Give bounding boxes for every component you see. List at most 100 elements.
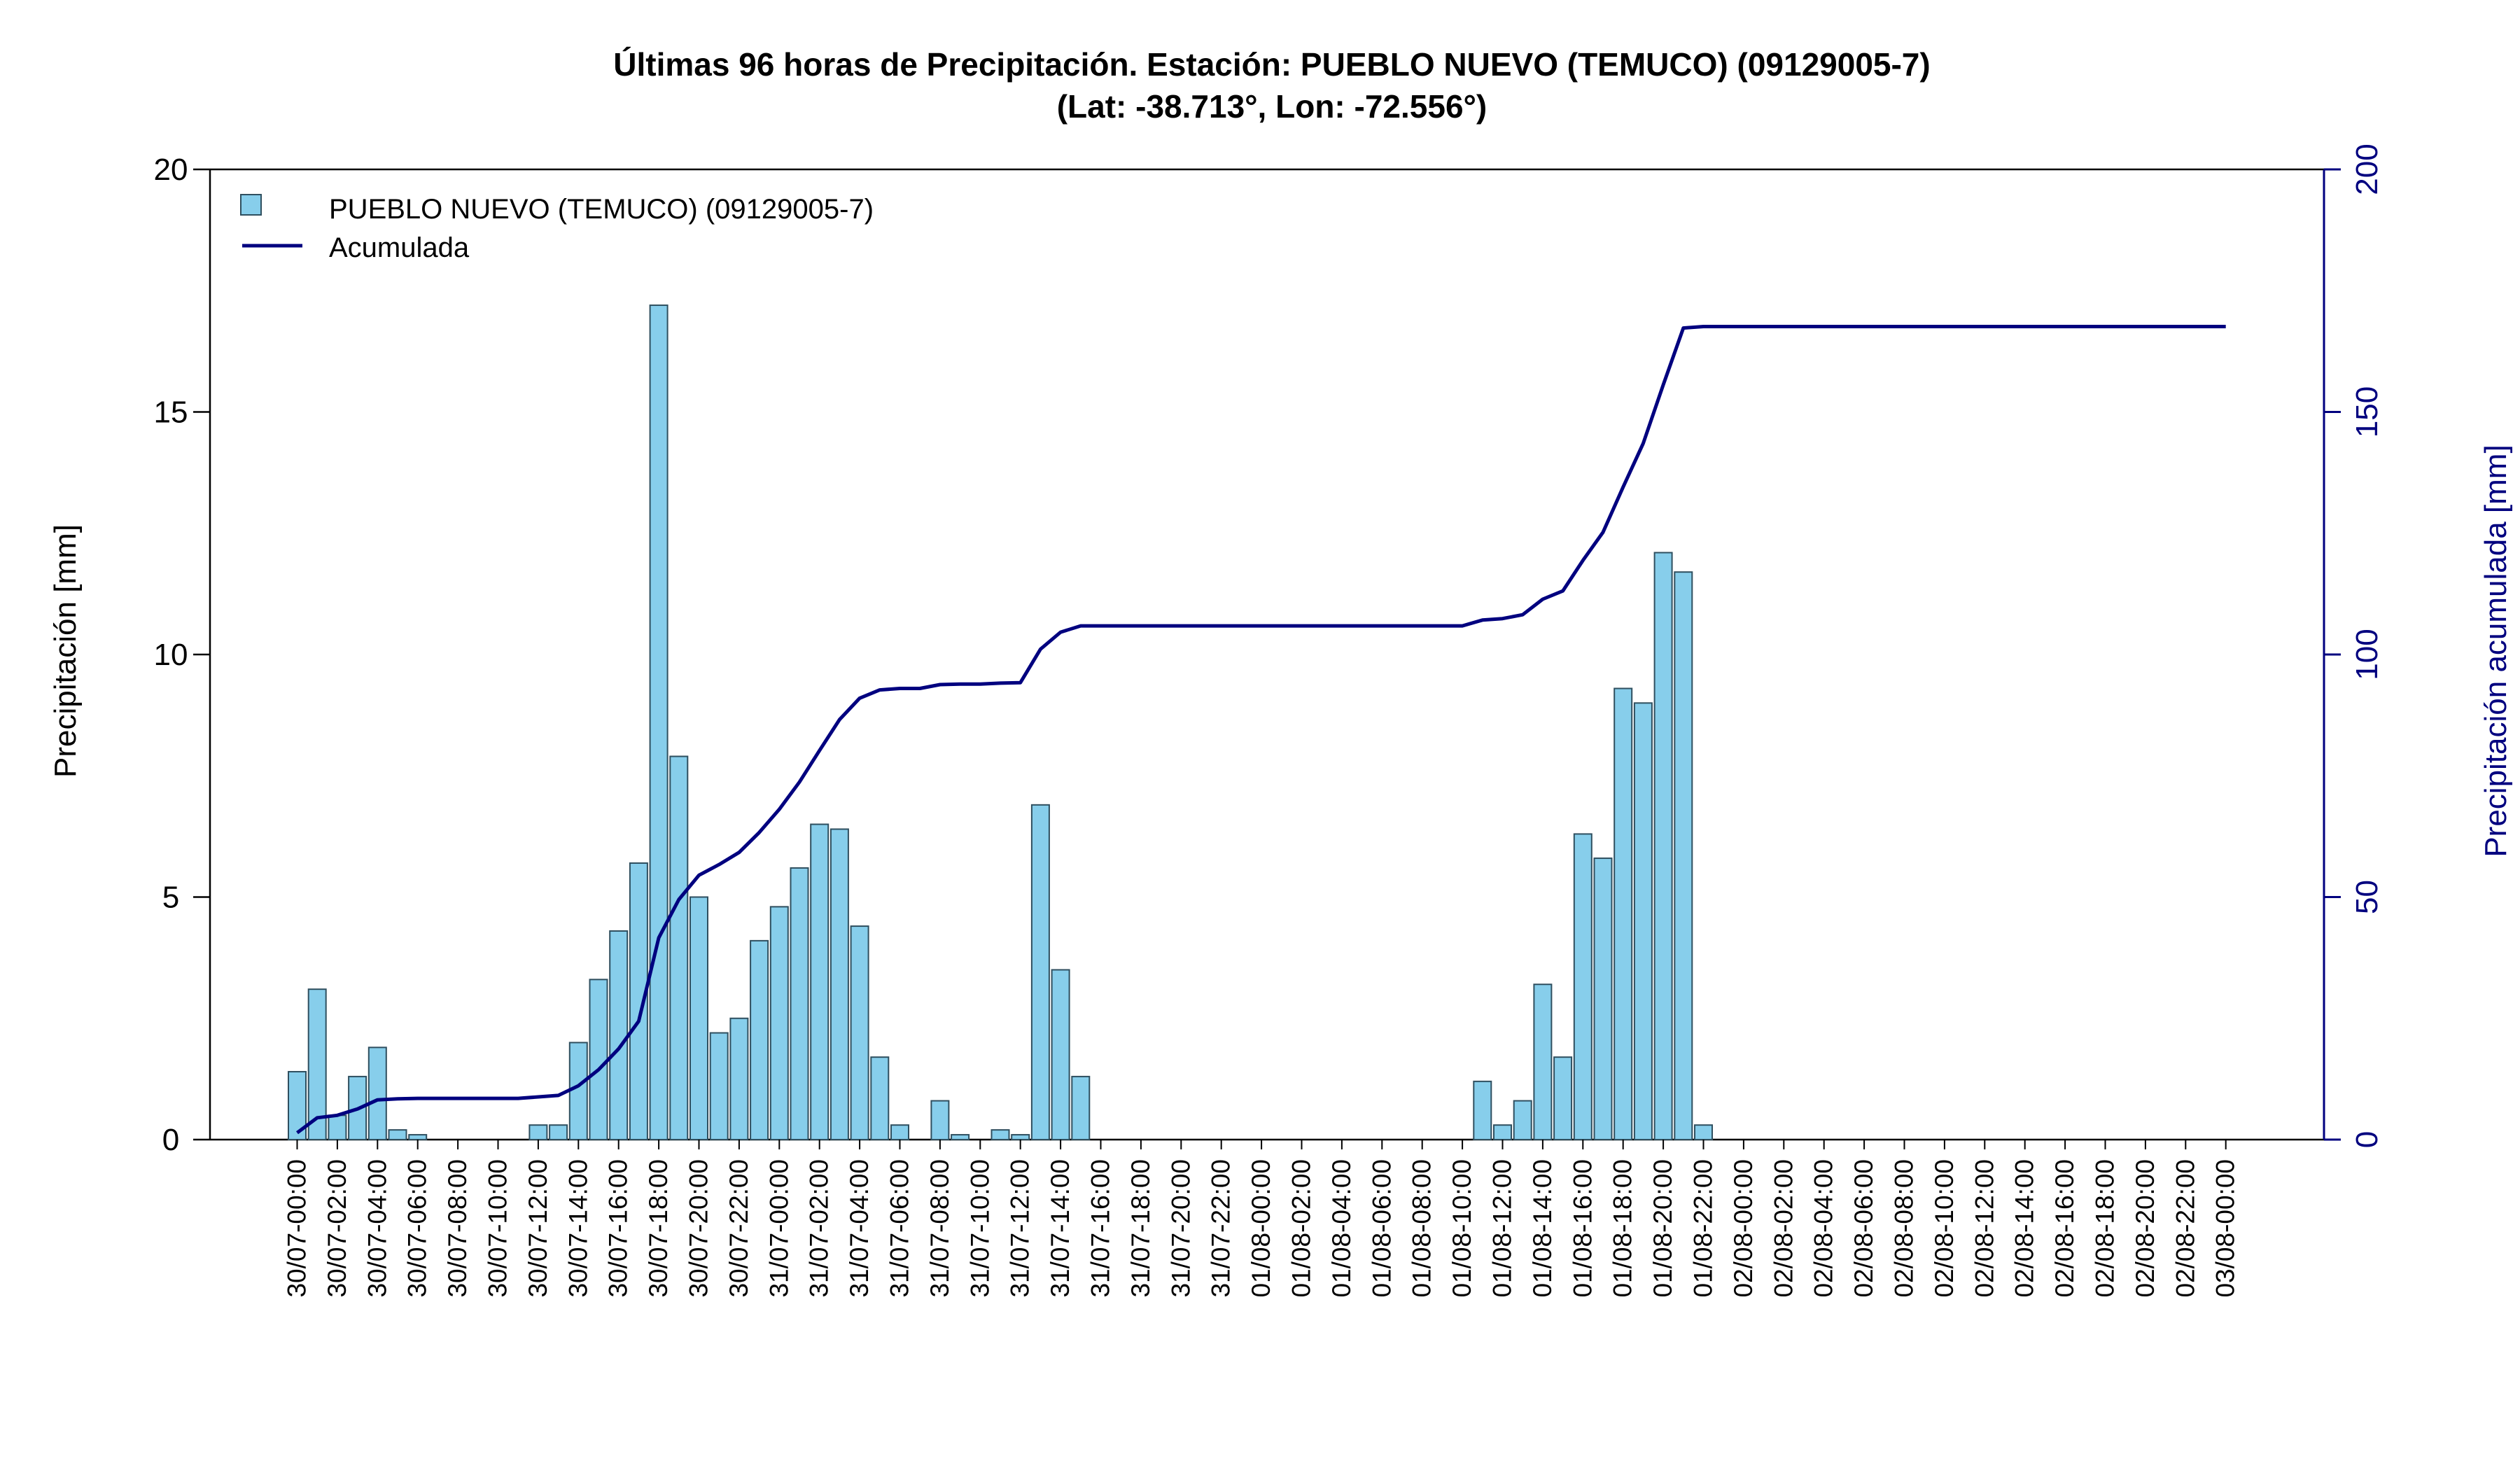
y-tick-label-right: 0 (2350, 1131, 2384, 1148)
x-tick-label: 30/07-16:00 (604, 1159, 633, 1298)
precip-bar (1633, 702, 1653, 1140)
chart-title-line1: Últimas 96 horas de Precipitación. Estac… (613, 46, 1930, 83)
x-tick-label: 01/08-06:00 (1367, 1159, 1396, 1298)
x-tick-label: 30/07-04:00 (363, 1159, 391, 1298)
precip-bar (549, 1124, 568, 1140)
cumulative-line (296, 325, 2226, 1135)
legend: PUEBLO NUEVO (TEMUCO) (09129005-7) Acumu… (240, 194, 874, 263)
x-tick-label: 02/08-10:00 (1930, 1159, 1959, 1298)
y-tick-label-left: 5 (162, 881, 179, 915)
precip-bar (850, 925, 869, 1140)
precip-bar (709, 1032, 729, 1141)
y-tick-label-left: 10 (154, 638, 188, 672)
precip-bar (609, 930, 629, 1140)
x-tick-label: 01/08-20:00 (1648, 1159, 1677, 1298)
precip-bar (690, 896, 708, 1140)
precip-bar (1573, 833, 1592, 1141)
legend-label-bars: PUEBLO NUEVO (TEMUCO) (09129005-7) (329, 194, 874, 225)
precip-bar (930, 1100, 950, 1141)
y-tick-label-right: 200 (2350, 144, 2384, 195)
x-tick-label: 01/08-04:00 (1327, 1159, 1356, 1298)
precip-bar (870, 1056, 890, 1140)
x-tick-label: 31/07-12:00 (1006, 1159, 1035, 1298)
x-tick-label: 01/08-00:00 (1247, 1159, 1275, 1298)
precip-bar (669, 755, 689, 1140)
x-tick-label: 02/08-18:00 (2091, 1159, 2120, 1298)
x-tick-label: 01/08-22:00 (1689, 1159, 1718, 1298)
x-tick-label: 02/08-12:00 (1970, 1159, 1998, 1298)
precip-bar (790, 867, 809, 1141)
precip-bar (1513, 1100, 1532, 1141)
x-tick-label: 30/07-12:00 (524, 1159, 552, 1298)
x-tick-label: 01/08-12:00 (1488, 1159, 1517, 1298)
y-tick-label-left: 0 (162, 1123, 179, 1157)
x-tick-label: 02/08-20:00 (2131, 1159, 2160, 1298)
precip-bar (1011, 1134, 1030, 1140)
x-tick-label: 02/08-00:00 (1729, 1159, 1758, 1298)
precip-bar (1493, 1124, 1512, 1140)
x-tick-label: 31/07-10:00 (965, 1159, 994, 1298)
x-tick-label: 31/07-16:00 (1086, 1159, 1115, 1298)
x-tick-label: 02/08-16:00 (2050, 1159, 2079, 1298)
y-tick-label-right: 50 (2350, 880, 2384, 914)
x-tick-label: 31/07-06:00 (886, 1159, 914, 1298)
x-tick-label: 02/08-04:00 (1809, 1159, 1838, 1298)
precip-bar (1614, 687, 1633, 1140)
y-tick-label-right: 150 (2350, 386, 2384, 438)
x-tick-label: 31/07-00:00 (764, 1159, 793, 1298)
precip-bar (830, 828, 849, 1140)
precip-bar (750, 939, 769, 1140)
precip-bar (810, 823, 830, 1141)
x-tick-label: 31/07-14:00 (1046, 1159, 1074, 1298)
precip-bar (1674, 571, 1693, 1140)
precip-bar (1473, 1080, 1492, 1140)
x-tick-label: 31/07-08:00 (925, 1159, 954, 1298)
x-tick-label: 31/07-04:00 (845, 1159, 874, 1298)
x-tick-label: 02/08-06:00 (1849, 1159, 1878, 1298)
precip-bar (769, 906, 789, 1140)
x-tick-label: 01/08-02:00 (1287, 1159, 1316, 1298)
precip-bar (1553, 1056, 1573, 1140)
x-tick-label: 01/08-14:00 (1528, 1159, 1557, 1298)
x-tick-label: 30/07-00:00 (283, 1159, 312, 1298)
y-tick-label-left: 20 (154, 153, 188, 187)
legend-label-line: Acumulada (329, 232, 470, 263)
precip-bar (388, 1129, 407, 1141)
y-axis-label-right: Precipitación acumulada [mm] (2479, 444, 2513, 857)
precip-bar (649, 304, 668, 1140)
precip-bar (328, 1114, 347, 1140)
precip-bar (408, 1134, 428, 1140)
x-tick-label: 31/07-20:00 (1166, 1159, 1195, 1298)
precip-bar (1694, 1124, 1713, 1140)
x-tick-label: 30/07-08:00 (443, 1159, 472, 1298)
x-tick-label: 01/08-10:00 (1448, 1159, 1476, 1298)
precip-bar (1533, 983, 1553, 1140)
x-tick-label: 30/07-14:00 (564, 1159, 592, 1298)
precip-bar (368, 1046, 387, 1140)
precip-bar (1071, 1075, 1091, 1141)
x-tick-label: 01/08-16:00 (1568, 1159, 1597, 1298)
precip-bar (589, 979, 608, 1141)
x-tick-label: 30/07-20:00 (685, 1159, 713, 1298)
x-tick-label: 30/07-22:00 (724, 1159, 753, 1298)
precip-bar (528, 1124, 548, 1140)
y-axis-label-left: Precipitación [mm] (48, 524, 83, 778)
precip-bar (990, 1129, 1010, 1141)
x-tick-label: 31/07-02:00 (805, 1159, 834, 1298)
precip-bar (307, 988, 327, 1141)
x-tick-label: 02/08-22:00 (2171, 1159, 2199, 1298)
precip-bar (1593, 858, 1613, 1141)
precip-bar (890, 1124, 909, 1140)
precip-bar (1653, 552, 1673, 1140)
precip-bar (1051, 969, 1070, 1140)
x-tick-label: 01/08-18:00 (1609, 1159, 1637, 1298)
x-tick-label: 30/07-18:00 (644, 1159, 673, 1298)
x-tick-label: 31/07-18:00 (1126, 1159, 1155, 1298)
precip-bar (568, 1042, 588, 1141)
chart-title-line2: (Lat: -38.713°, Lon: -72.556°) (1057, 88, 1488, 125)
x-tick-label: 31/07-22:00 (1207, 1159, 1236, 1298)
precip-bar (729, 1017, 749, 1140)
